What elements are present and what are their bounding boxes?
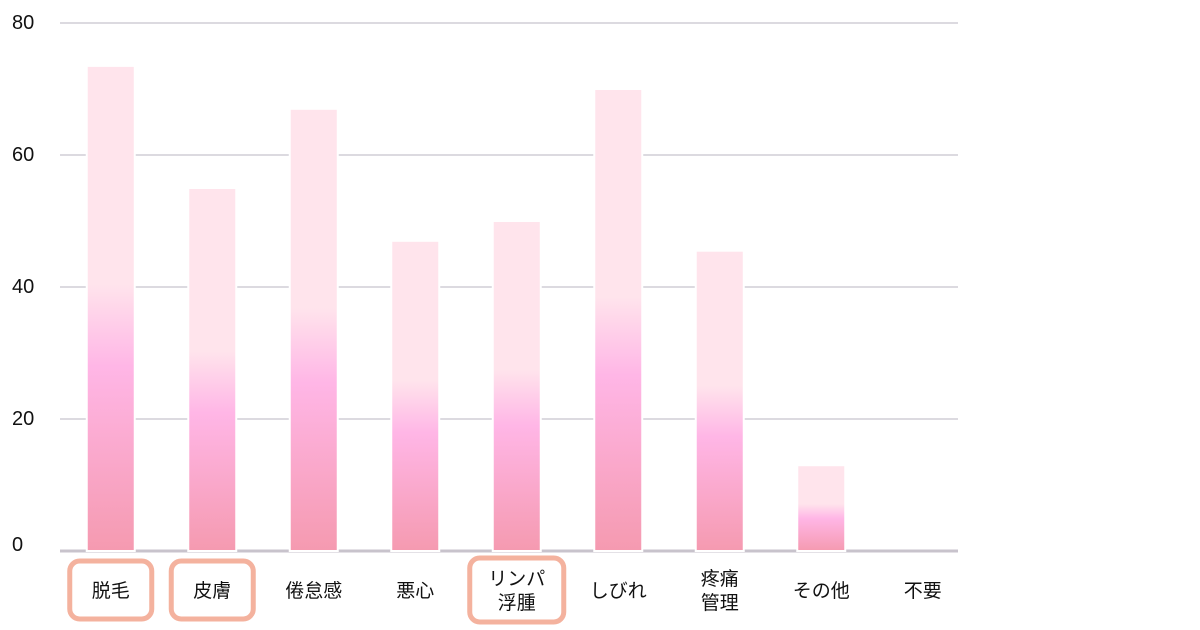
x-category-label: 不要 xyxy=(904,580,942,602)
highlight-box xyxy=(467,555,567,625)
bar xyxy=(593,88,644,552)
x-category-label: 浮腫 xyxy=(498,592,536,614)
y-tick-label: 60 xyxy=(12,144,34,166)
bar xyxy=(491,220,542,552)
x-category-label: その他 xyxy=(793,580,850,602)
bar xyxy=(85,64,136,553)
y-tick-label: 0 xyxy=(12,534,23,556)
x-category-label: 管理 xyxy=(701,592,739,614)
x-category-label: 疼痛 xyxy=(701,568,739,590)
bar xyxy=(288,107,339,553)
bar xyxy=(187,187,238,552)
bar xyxy=(390,239,441,553)
highlight-box xyxy=(168,558,256,622)
y-tick-label: 80 xyxy=(12,12,34,34)
x-category-label: リンパ xyxy=(488,568,545,590)
highlight-box xyxy=(67,558,155,622)
bars xyxy=(85,64,847,553)
x-category-label: 悪心 xyxy=(396,580,434,602)
bar xyxy=(694,249,745,552)
x-category-label: 皮膚 xyxy=(193,580,231,602)
y-tick-label: 20 xyxy=(12,408,34,430)
bar xyxy=(796,464,847,553)
y-tick-label: 40 xyxy=(12,276,34,298)
y-axis-ticks: 0 20 40 60 80 xyxy=(12,12,34,556)
x-category-label: しびれ xyxy=(590,580,647,602)
x-category-label: 脱毛 xyxy=(92,580,130,602)
x-category-label: 倦怠感 xyxy=(285,580,342,602)
